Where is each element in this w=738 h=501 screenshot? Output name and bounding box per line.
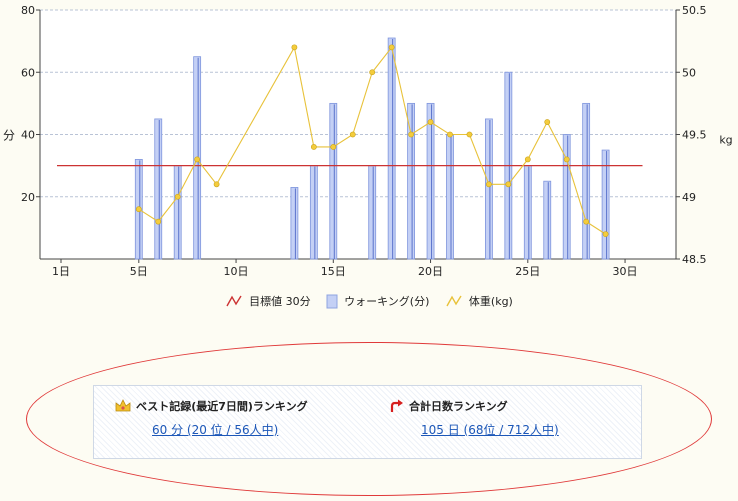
walking-bar [562, 134, 571, 260]
weight-point [524, 156, 531, 163]
weight-point [291, 44, 298, 51]
crown-icon [115, 399, 131, 412]
walking-bar [582, 102, 591, 260]
walking-bar [173, 165, 182, 260]
weight-point [213, 181, 220, 188]
y-left-tick-label: 20 [21, 191, 35, 204]
walking-bar [387, 37, 396, 260]
weight-point [485, 181, 492, 188]
walking-bar [309, 165, 318, 260]
weight-point [330, 144, 337, 150]
x-tick-label: 10日 [224, 265, 249, 278]
walking-bar [446, 134, 454, 260]
walking-bar [154, 118, 163, 260]
legend-weight-label: 体重(kg) [468, 295, 513, 308]
total-days-title: 合計日数ランキング [409, 400, 508, 413]
walking-bar [290, 187, 299, 260]
y-right-tick-label: 50 [682, 66, 696, 79]
ranking-box: ベスト記録(最近7日間)ランキング 60 分 (20 位 / 56人中) 合計日… [93, 385, 642, 459]
walking-bar [523, 165, 532, 260]
total-days-ranking: 合計日数ランキング 105 日 (68位 / 712人中) [389, 398, 559, 438]
up-arrow-icon [390, 399, 403, 412]
legend-goal-label: 目標値 30分 [249, 295, 311, 308]
total-days-link[interactable]: 105 日 (68位 / 712人中) [421, 423, 559, 437]
weight-point [310, 144, 317, 150]
best-record-ranking: ベスト記録(最近7日間)ランキング 60 分 (20 位 / 56人中) [114, 398, 308, 438]
weight-point [466, 131, 473, 138]
x-tick-label: 5日 [130, 265, 148, 278]
y-right-tick-label: 50.5 [682, 4, 707, 17]
weight-line [138, 45, 606, 235]
x-tick-label: 15日 [321, 265, 346, 278]
best-record-link[interactable]: 60 分 (20 位 / 56人中) [152, 423, 279, 437]
walking-bar [368, 165, 377, 260]
ranking-highlight-oval [26, 342, 712, 496]
y-left-axis-label: 分 [3, 129, 15, 143]
red-line-icon [226, 295, 242, 307]
walking-bar [426, 102, 435, 260]
weight-point [427, 119, 434, 125]
yellow-line-icon [446, 295, 462, 307]
legend-weight: 体重(kg) [445, 293, 513, 309]
legend-walking: ウォーキング(分) [326, 293, 429, 309]
weight-point [447, 131, 453, 138]
y-left-tick-label: 40 [21, 129, 35, 142]
y-right-tick-label: 49 [682, 191, 696, 204]
weight-point [544, 119, 551, 125]
weight-point [388, 44, 395, 51]
y-left-tick-label: 60 [21, 66, 35, 79]
x-tick-label: 25日 [515, 265, 540, 278]
x-tick-label: 30日 [613, 265, 638, 278]
weight-point [194, 156, 201, 163]
best-record-title: ベスト記録(最近7日間)ランキング [136, 400, 308, 413]
y-right-tick-label: 48.5 [682, 253, 707, 266]
walking-bar [484, 118, 493, 260]
legend-walking-label: ウォーキング(分) [344, 295, 430, 308]
legend-goal: 目標値 30分 [225, 293, 311, 309]
weight-point [135, 206, 142, 213]
weight-point [174, 193, 181, 200]
y-right-axis-label: kg [719, 134, 732, 147]
walking-bar [407, 102, 416, 260]
chart-legend: 目標値 30分 ウォーキング(分) 体重(kg) [0, 293, 738, 309]
walking-bar [329, 102, 338, 260]
y-right-tick-label: 49.5 [682, 129, 707, 142]
weight-point [408, 131, 414, 138]
blue-bar-icon [326, 294, 338, 308]
x-tick-label: 1日 [52, 265, 70, 278]
walking-bar [543, 180, 552, 260]
walking-bar [601, 149, 610, 260]
weight-point [602, 231, 609, 237]
x-tick-label: 20日 [418, 265, 443, 278]
y-left-tick-label: 80 [21, 4, 35, 17]
weight-point [155, 218, 162, 225]
weight-point [369, 69, 376, 76]
weight-point [583, 218, 590, 225]
weight-point [563, 156, 570, 163]
weight-point [349, 131, 356, 138]
walking-weight-chart: 20 40 60 80 48.5 49 49.5 50 50.5 分 kg 1日 5日 10日 15日 20日… [3, 4, 733, 278]
weight-point [505, 181, 512, 188]
